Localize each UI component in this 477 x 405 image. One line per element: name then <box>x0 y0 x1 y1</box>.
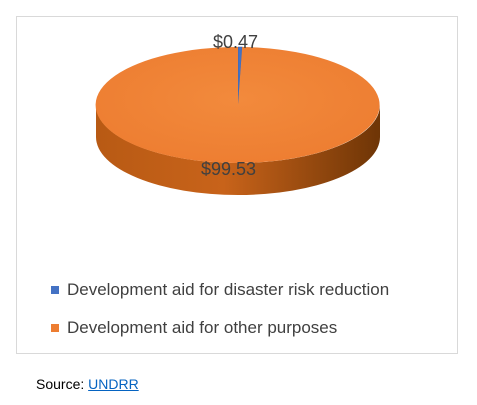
legend: Development aid for disaster risk reduct… <box>51 279 389 355</box>
legend-label: Development aid for other purposes <box>67 318 338 337</box>
source-prefix: Source: <box>36 376 89 392</box>
pie-slice-development-aid-for-disaster-risk-reduction <box>237 46 243 106</box>
pie-chart <box>95 46 380 195</box>
legend-swatch-orange <box>51 324 59 332</box>
data-label-other-purposes: $99.53 <box>201 159 257 179</box>
legend-label: Development aid for disaster risk reduct… <box>67 280 390 299</box>
chart-area: $0.47 $99.53 Development aid for disaste… <box>16 16 458 354</box>
data-label-disaster-risk-reduction: $0.47 <box>213 32 259 52</box>
source-line: Source: UNDRR <box>36 376 139 392</box>
legend-item-disaster-risk-reduction: Development aid for disaster risk reduct… <box>51 279 389 301</box>
pie-slice-development-aid-for-other-purposes <box>95 46 380 163</box>
legend-item-other-purposes: Development aid for other purposes <box>51 317 389 339</box>
source-link[interactable]: UNDRR <box>88 376 139 392</box>
pie-side-wall <box>96 105 380 195</box>
legend-swatch-blue <box>51 286 59 294</box>
